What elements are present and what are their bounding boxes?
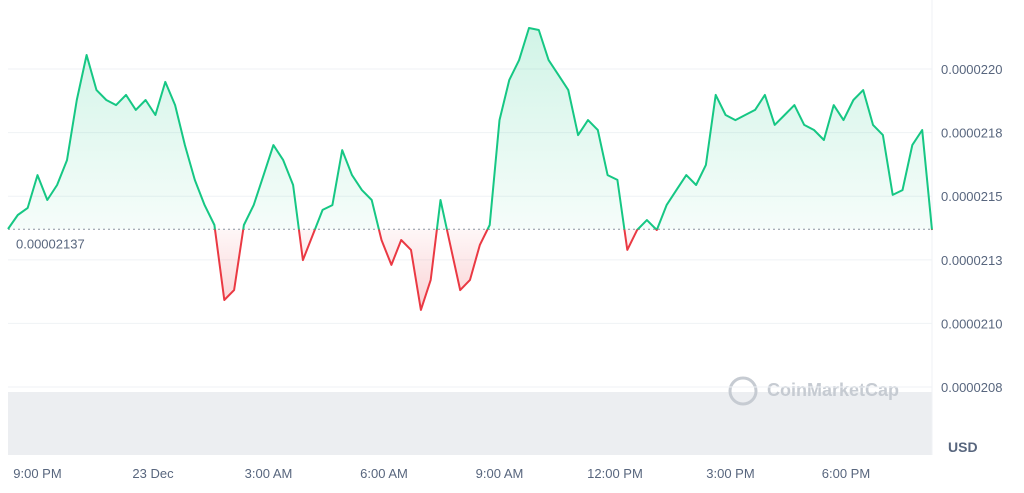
- y-tick-label: 0.0000210: [941, 316, 1002, 331]
- watermark-text: CoinMarketCap: [767, 380, 899, 400]
- x-tick-label: 9:00 PM: [13, 466, 61, 481]
- x-tick-label: 9:00 AM: [476, 466, 524, 481]
- y-tick-label: 0.0000215: [941, 189, 1002, 204]
- area: [8, 28, 932, 310]
- baseline-label: 0.00002137: [16, 236, 85, 251]
- currency-label: USD: [948, 439, 978, 455]
- y-tick-label: 0.0000213: [941, 253, 1002, 268]
- x-tick-label: 3:00 AM: [245, 466, 293, 481]
- x-tick-label: 12:00 PM: [587, 466, 643, 481]
- x-tick-label: 23 Dec: [132, 466, 174, 481]
- baseline-label-box: [10, 231, 106, 256]
- x-tick-label: 6:00 PM: [822, 466, 870, 481]
- price-line: [7, 27, 933, 311]
- y-tick-label: 0.0000220: [941, 62, 1002, 77]
- volume-band: [8, 392, 932, 455]
- x-tick-label: 6:00 AM: [360, 466, 408, 481]
- watermark: CoinMarketCap: [728, 376, 899, 406]
- y-tick-label: 0.0000208: [941, 380, 1002, 395]
- y-tick-label: 0.0000218: [941, 126, 1002, 141]
- x-tick-label: 3:00 PM: [706, 466, 754, 481]
